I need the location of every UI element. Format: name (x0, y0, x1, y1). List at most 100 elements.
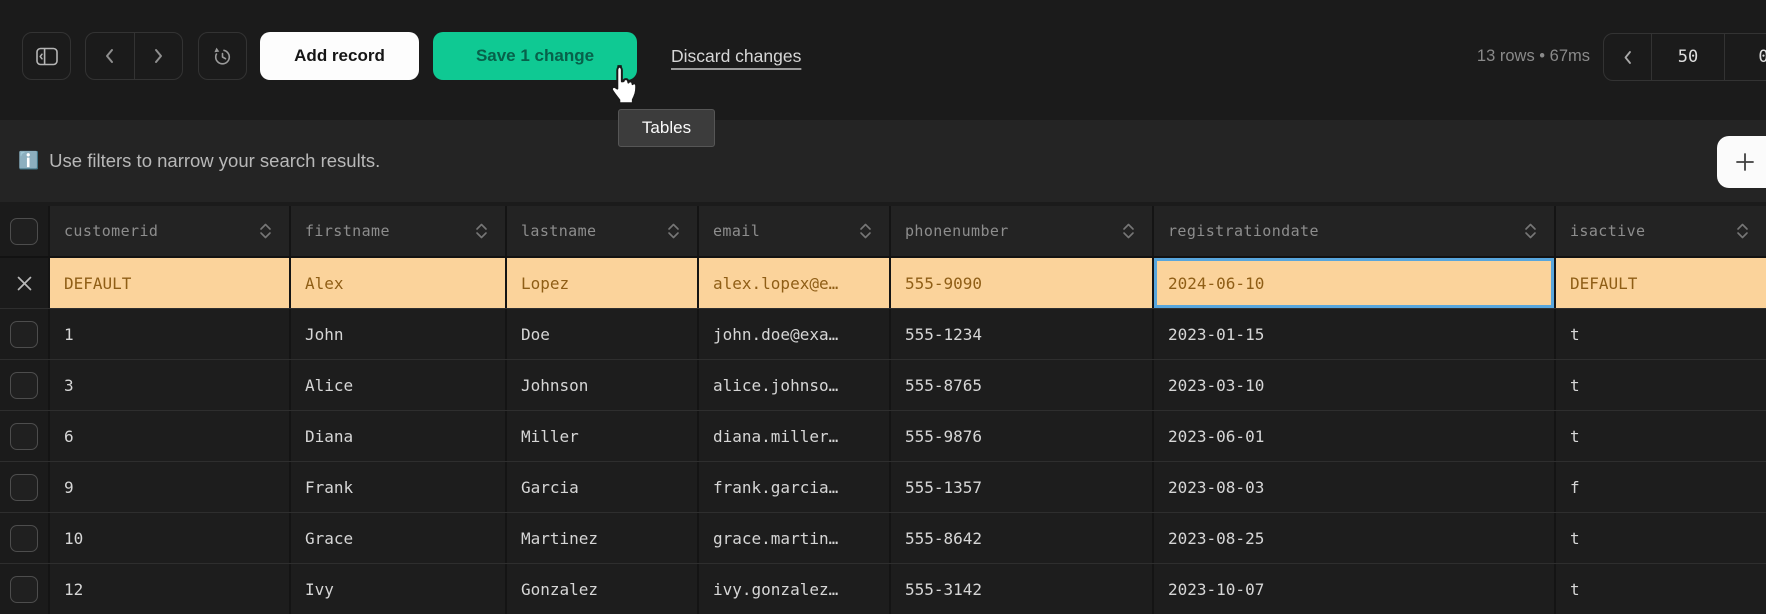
table-cell[interactable]: alice.johnso… (699, 360, 889, 410)
sort-chevrons-icon (259, 221, 272, 241)
table-cell[interactable]: Diana (291, 411, 505, 461)
table-cell[interactable]: DEFAULT (1556, 258, 1766, 308)
table-cell[interactable]: t (1556, 411, 1766, 461)
table-cell[interactable]: Doe (507, 309, 697, 359)
column-header-phonenumber[interactable]: phonenumber (891, 206, 1152, 256)
column-header-customerid[interactable]: customerid (50, 206, 289, 256)
table-cell[interactable]: t (1556, 360, 1766, 410)
table-cell[interactable]: 2023-06-01 (1154, 411, 1554, 461)
column-label: lastname (521, 222, 597, 240)
table-row: 9 Frank Garcia frank.garcia… 555-1357 2023-08… (0, 461, 1766, 512)
result-stats: 13 rows • 67ms (1476, 46, 1590, 65)
table-cell[interactable]: Alice (291, 360, 505, 410)
table-cell[interactable]: 555-8765 (891, 360, 1152, 410)
row-select-cell (0, 309, 48, 359)
table-cell[interactable]: ivy.gonzalez… (699, 564, 889, 614)
select-all-checkbox[interactable] (10, 217, 38, 245)
table-cell[interactable]: 555-1357 (891, 462, 1152, 512)
column-header-lastname[interactable]: lastname (507, 206, 697, 256)
table-cell[interactable]: frank.garcia… (699, 462, 889, 512)
table-cell[interactable]: grace.martin… (699, 513, 889, 563)
table-cell[interactable]: Grace (291, 513, 505, 563)
table-cell[interactable]: 10 (50, 513, 289, 563)
table-cell[interactable]: t (1556, 309, 1766, 359)
table-cell[interactable]: 3 (50, 360, 289, 410)
table-cell[interactable]: 2023-08-25 (1154, 513, 1554, 563)
page-size-value[interactable]: 50 (1651, 34, 1724, 80)
table-cell[interactable]: t (1556, 564, 1766, 614)
column-header-registrationdate[interactable]: registrationdate (1154, 206, 1554, 256)
prev-page-button[interactable] (1604, 34, 1651, 80)
column-header-isactive[interactable]: isactive (1556, 206, 1766, 256)
sort-chevrons-icon (667, 221, 680, 241)
table-cell[interactable]: 12 (50, 564, 289, 614)
close-x-icon[interactable] (16, 275, 33, 292)
table-cell[interactable]: 555-9876 (891, 411, 1152, 461)
table-cell[interactable]: alex.lopex@e… (699, 258, 889, 308)
row-checkbox[interactable] (10, 575, 38, 603)
forward-button[interactable] (133, 33, 183, 79)
sidebar-toggle-button[interactable] (22, 32, 71, 80)
row-checkbox[interactable] (10, 524, 38, 552)
table-cell[interactable]: Garcia (507, 462, 697, 512)
table-cell[interactable]: Lopez (507, 258, 697, 308)
panel-left-icon (35, 47, 58, 66)
sort-chevrons-icon (1736, 221, 1749, 241)
table-cell[interactable]: 2023-10-07 (1154, 564, 1554, 614)
row-select-cell (0, 513, 48, 563)
table-cell[interactable]: 2023-03-10 (1154, 360, 1554, 410)
table-row: 10 Grace Martinez grace.martin… 555-8642 2023… (0, 512, 1766, 563)
table-cell[interactable]: 9 (50, 462, 289, 512)
table-cell[interactable]: 1 (50, 309, 289, 359)
table-cell[interactable]: t (1556, 513, 1766, 563)
back-button[interactable] (86, 33, 134, 79)
add-record-button[interactable]: Add record (260, 32, 419, 80)
table-cell[interactable]: john.doe@exa… (699, 309, 889, 359)
table-row: 3 Alice Johnson alice.johnso… 555-8765 2023-0… (0, 359, 1766, 410)
row-checkbox[interactable] (10, 371, 38, 399)
history-button[interactable] (198, 32, 247, 80)
table-cell[interactable]: Miller (507, 411, 697, 461)
row-checkbox[interactable] (10, 320, 38, 348)
column-header-firstname[interactable]: firstname (291, 206, 505, 256)
table-cell[interactable]: Ivy (291, 564, 505, 614)
table-cell[interactable]: Alex (291, 258, 505, 308)
row-checkbox[interactable] (10, 422, 38, 450)
table-cell[interactable]: Martinez (507, 513, 697, 563)
table-cell[interactable]: diana.miller… (699, 411, 889, 461)
table-row: 6 Diana Miller diana.miller… 555-9876 2023-06… (0, 410, 1766, 461)
column-header-email[interactable]: email (699, 206, 889, 256)
table-row: 1 John Doe john.doe@exa… 555-1234 2023-01-15 t (0, 308, 1766, 359)
sort-chevrons-icon (475, 221, 488, 241)
table-cell[interactable]: 555-8642 (891, 513, 1152, 563)
row-select-cell (0, 360, 48, 410)
table-cell[interactable]: 2023-01-15 (1154, 309, 1554, 359)
table-cell[interactable]: 555-9090 (891, 258, 1152, 308)
table-cell[interactable]: 2023-08-03 (1154, 462, 1554, 512)
column-label: email (713, 222, 761, 240)
table-cell[interactable]: 555-1234 (891, 309, 1152, 359)
column-label: isactive (1570, 222, 1646, 240)
tooltip-label: Tables (641, 118, 692, 137)
table-cell[interactable]: John (291, 309, 505, 359)
select-all-cell (0, 206, 48, 256)
add-filter-button[interactable] (1717, 136, 1766, 188)
table-cell[interactable]: 555-3142 (891, 564, 1152, 614)
row-select-cell (0, 564, 48, 614)
table-cell[interactable]: Frank (291, 462, 505, 512)
table-cell[interactable]: f (1556, 462, 1766, 512)
table-cell[interactable]: DEFAULT (50, 258, 289, 308)
table-cell[interactable]: 6 (50, 411, 289, 461)
discard-changes-link[interactable]: Discard changes (671, 45, 802, 66)
page-offset-value[interactable]: 0 (1724, 34, 1766, 80)
row-checkbox[interactable] (10, 473, 38, 501)
row-select-cell (0, 411, 48, 461)
table-header-row: customerid firstname lastname email phonenum… (0, 206, 1766, 258)
selected-cell[interactable]: 2024-06-10 (1154, 258, 1554, 308)
chevron-left-icon (1623, 50, 1632, 65)
save-changes-button[interactable]: Save 1 change (433, 32, 637, 80)
table-cell[interactable]: Johnson (507, 360, 697, 410)
plus-icon (1734, 151, 1756, 173)
table-cell[interactable]: Gonzalez (507, 564, 697, 614)
